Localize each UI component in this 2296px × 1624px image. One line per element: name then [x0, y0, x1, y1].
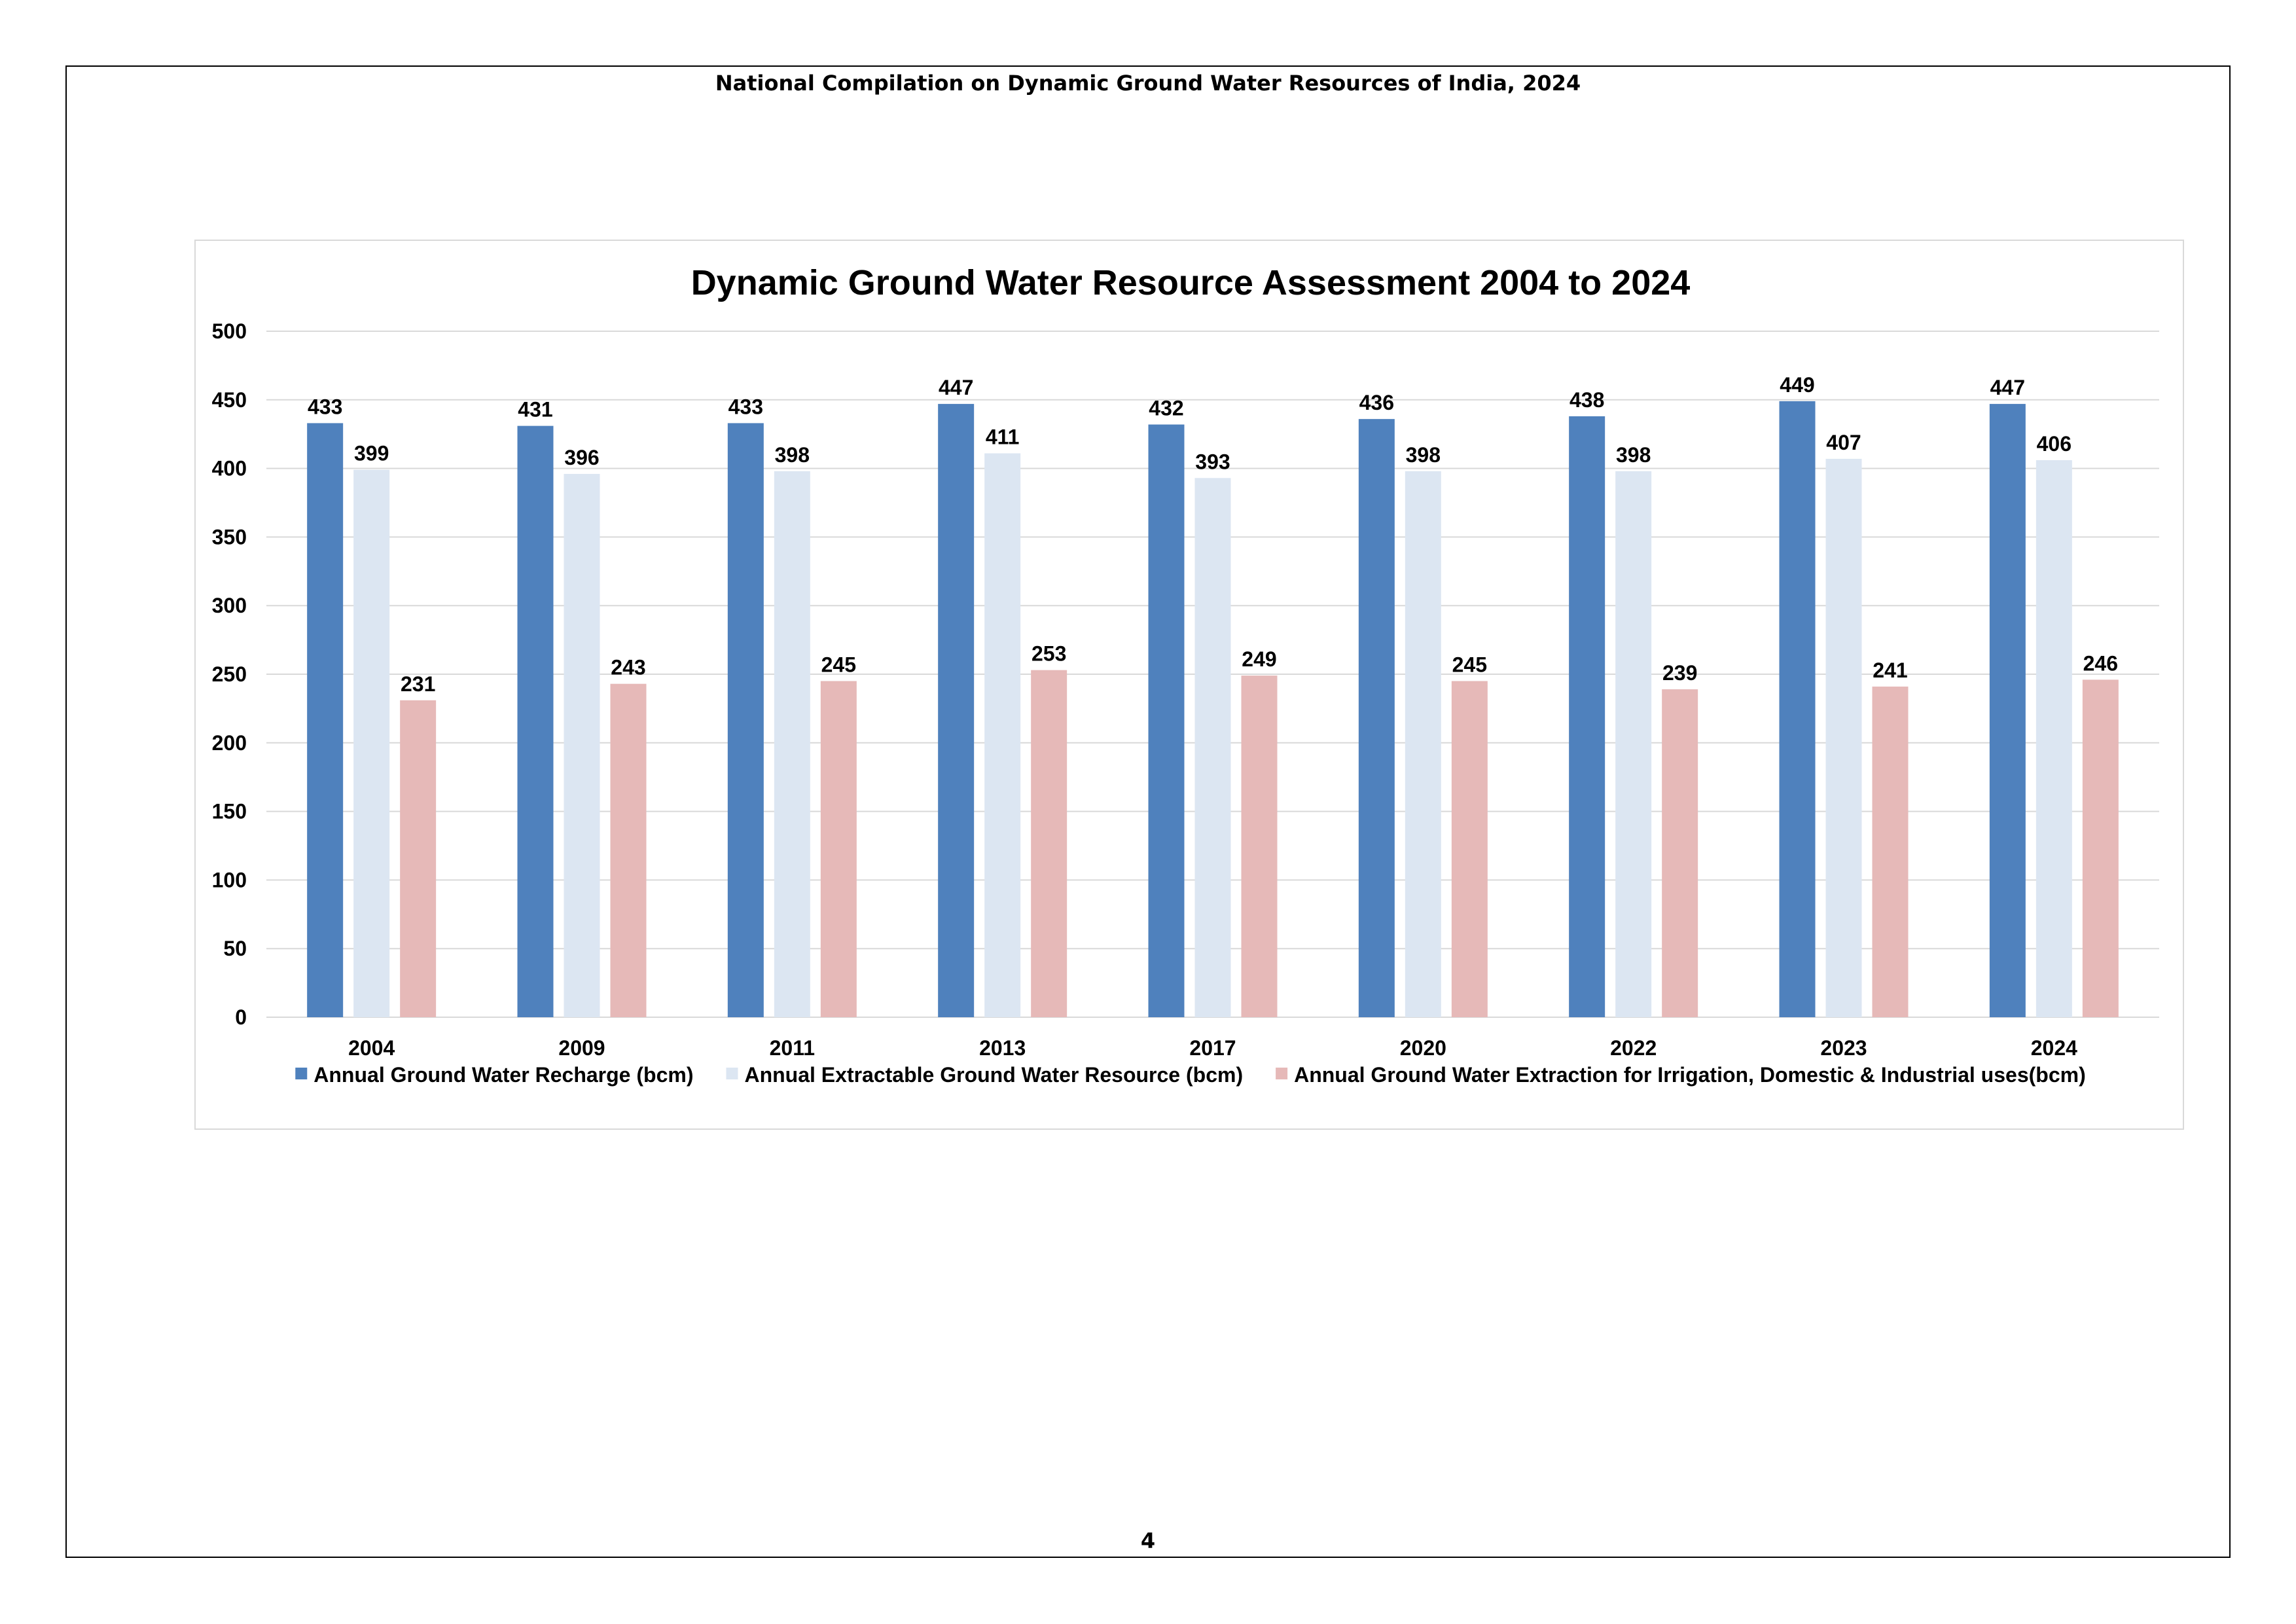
bar-extraction — [820, 681, 857, 1017]
bar-extraction — [1031, 670, 1067, 1017]
y-tick-label: 250 — [212, 662, 247, 686]
legend-label: Annual Ground Water Recharge (bcm) — [314, 1063, 693, 1087]
page-number: 4 — [1140, 1528, 1156, 1553]
legend-label: Annual Ground Water Extraction for Irrig… — [1294, 1063, 2086, 1087]
bar-extractable — [2036, 460, 2072, 1017]
data-label: 431 — [518, 398, 552, 422]
bar-extractable — [1615, 471, 1652, 1017]
data-label: 243 — [611, 656, 645, 679]
chart-title: Dynamic Ground Water Resource Assessment… — [691, 263, 1691, 302]
bar-extractable — [1194, 478, 1231, 1017]
y-tick-label: 450 — [212, 388, 247, 412]
data-label: 432 — [1149, 397, 1183, 420]
data-label: 245 — [1452, 653, 1487, 676]
bar-extractable — [1405, 471, 1441, 1017]
data-label: 436 — [1359, 391, 1394, 414]
data-label: 393 — [1195, 450, 1230, 473]
bar-recharge — [727, 423, 764, 1017]
bar-extractable — [564, 473, 600, 1017]
x-tick-label: 2022 — [1610, 1036, 1657, 1060]
y-tick-label: 0 — [235, 1005, 247, 1029]
y-tick-label: 150 — [212, 800, 247, 823]
bar-extraction — [1241, 676, 1278, 1017]
legend-swatch — [726, 1068, 738, 1079]
data-label: 449 — [1780, 373, 1814, 397]
bar-recharge — [1779, 401, 1816, 1017]
bar-extraction — [1662, 689, 1698, 1017]
data-labels: 433 399 231 431 396 243 433 398 245 447 411 253 432 3… — [308, 373, 2118, 696]
y-tick-label: 300 — [212, 594, 247, 617]
bar-extraction — [1451, 681, 1488, 1017]
data-label: 398 — [1616, 443, 1651, 467]
bar-recharge — [1569, 416, 1605, 1017]
chart-svg: Dynamic Ground Water Resource Assessment… — [212, 263, 2159, 1087]
bar-extraction — [1872, 686, 1909, 1017]
legend-swatch — [295, 1068, 308, 1079]
data-label: 241 — [1873, 659, 1907, 682]
data-label: 411 — [986, 425, 1020, 449]
data-label: 398 — [775, 443, 810, 467]
document-header: National Compilation on Dynamic Ground W… — [715, 71, 1581, 96]
bar-recharge — [938, 404, 975, 1017]
bar-recharge — [1148, 424, 1185, 1017]
data-label: 433 — [728, 395, 763, 418]
data-label: 246 — [2083, 651, 2118, 675]
bar-recharge — [1989, 404, 2026, 1017]
legend: Annual Ground Water Recharge (bcm) Annual… — [295, 1063, 2086, 1087]
x-tick-label: 2023 — [1820, 1036, 1867, 1060]
x-tick-label: 2017 — [1189, 1036, 1236, 1060]
x-axis-ticks: 2004 2009 2011 2013 2017 2020 2022 2023 2024 — [348, 1036, 2077, 1060]
legend-item: Annual Ground Water Extraction for Irrig… — [1276, 1063, 2086, 1087]
data-label: 231 — [401, 672, 435, 696]
bar-extraction — [2082, 679, 2119, 1017]
data-label: 253 — [1031, 642, 1066, 666]
x-tick-label: 2013 — [979, 1036, 1026, 1060]
bar-recharge — [307, 423, 344, 1017]
bar-recharge — [517, 425, 554, 1017]
y-tick-label: 350 — [212, 525, 247, 549]
y-tick-label: 200 — [212, 731, 247, 755]
bars — [307, 401, 2119, 1017]
bar-extraction — [400, 700, 437, 1017]
data-label: 407 — [1826, 431, 1861, 454]
y-tick-label: 50 — [223, 937, 247, 960]
data-label: 447 — [939, 376, 973, 399]
data-label: 245 — [821, 653, 856, 676]
legend-item: Annual Extractable Ground Water Resource… — [726, 1063, 1243, 1087]
bar-recharge — [1358, 419, 1395, 1017]
legend-swatch — [1276, 1068, 1288, 1079]
data-label: 447 — [1990, 376, 2025, 399]
y-tick-label: 500 — [212, 319, 247, 343]
data-label: 399 — [354, 442, 389, 465]
bar-extractable — [353, 469, 390, 1017]
data-label: 249 — [1242, 647, 1276, 671]
x-tick-label: 2024 — [2031, 1036, 2077, 1060]
data-label: 433 — [308, 395, 342, 418]
data-label: 239 — [1662, 661, 1697, 685]
bar-extractable — [1825, 458, 1862, 1017]
x-tick-label: 2009 — [558, 1036, 605, 1060]
bar-extractable — [984, 453, 1021, 1017]
chart-container: Dynamic Ground Water Resource Assessment… — [194, 240, 2184, 1130]
data-label: 396 — [564, 446, 599, 469]
bar-extractable — [774, 471, 810, 1017]
legend-label: Annual Extractable Ground Water Resource… — [744, 1063, 1243, 1087]
data-label: 398 — [1406, 443, 1441, 467]
y-axis-ticks: 0 50 100 150 200 250 300 350 400 450 500 — [212, 319, 247, 1029]
data-label: 438 — [1570, 388, 1604, 412]
y-tick-label: 400 — [212, 457, 247, 480]
bar-extraction — [610, 683, 647, 1017]
data-label: 406 — [2037, 432, 2072, 456]
x-tick-label: 2011 — [770, 1036, 815, 1060]
page-frame — [65, 65, 2231, 1558]
y-tick-label: 100 — [212, 868, 247, 892]
x-tick-label: 2020 — [1400, 1036, 1446, 1060]
x-tick-label: 2004 — [348, 1036, 395, 1060]
legend-item: Annual Ground Water Recharge (bcm) — [295, 1063, 693, 1087]
